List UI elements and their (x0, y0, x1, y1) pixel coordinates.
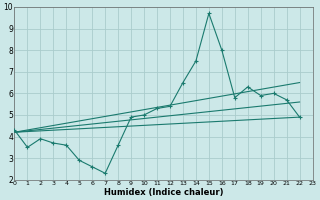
X-axis label: Humidex (Indice chaleur): Humidex (Indice chaleur) (104, 188, 223, 197)
